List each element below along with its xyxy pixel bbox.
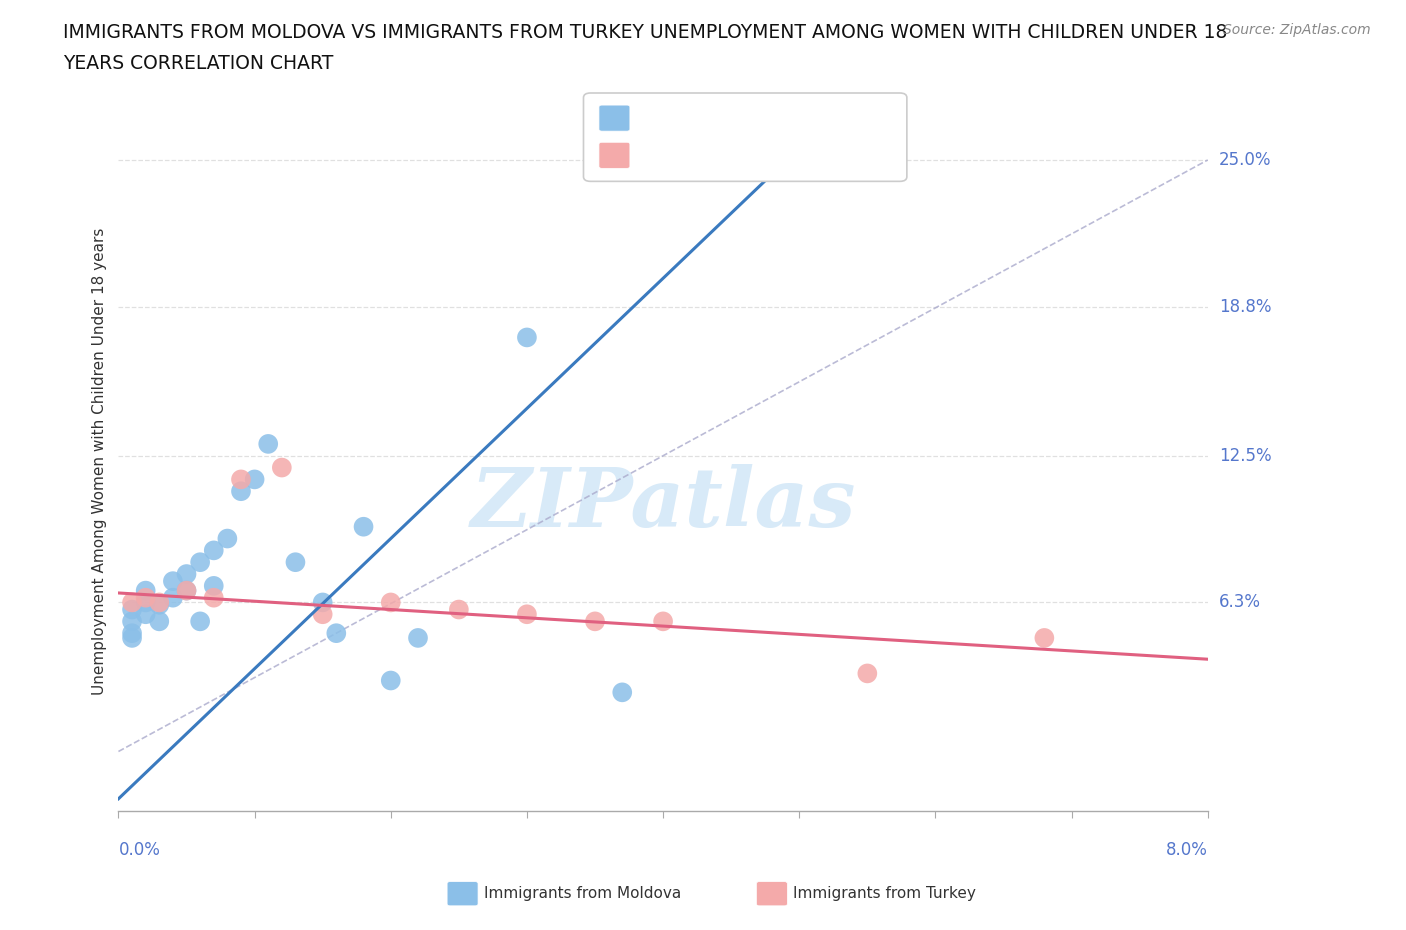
Immigrants from Turkey <box>516 606 538 621</box>
Immigrants from Turkey <box>652 614 675 629</box>
Immigrants from Turkey <box>229 472 252 486</box>
Immigrants from Moldova <box>380 673 402 688</box>
Immigrants from Moldova <box>243 472 266 486</box>
Immigrants from Moldova <box>353 519 375 534</box>
Text: R =: R = <box>636 152 669 169</box>
Immigrants from Moldova <box>148 597 170 612</box>
Immigrants from Turkey <box>447 602 470 617</box>
Immigrants from Moldova <box>121 602 143 617</box>
Immigrants from Turkey <box>135 591 157 605</box>
Immigrants from Moldova <box>188 555 211 570</box>
Immigrants from Moldova <box>325 626 347 641</box>
Immigrants from Turkey <box>121 595 143 610</box>
Immigrants from Moldova <box>406 631 429 645</box>
Immigrants from Turkey <box>148 595 170 610</box>
Immigrants from Moldova <box>162 591 184 605</box>
Text: N = 29: N = 29 <box>780 114 848 132</box>
Immigrants from Moldova <box>612 684 634 699</box>
Immigrants from Moldova <box>135 606 157 621</box>
Immigrants from Moldova <box>148 614 170 629</box>
Immigrants from Turkey <box>312 606 335 621</box>
Text: R =: R = <box>636 114 669 132</box>
Immigrants from Moldova <box>121 626 143 641</box>
Immigrants from Moldova <box>121 614 143 629</box>
Text: 6.3%: 6.3% <box>1219 593 1261 611</box>
Text: -0.094: -0.094 <box>692 152 756 169</box>
Immigrants from Turkey <box>583 614 606 629</box>
Immigrants from Moldova <box>176 583 198 598</box>
Immigrants from Moldova <box>176 566 198 581</box>
Immigrants from Turkey <box>856 666 879 681</box>
Immigrants from Turkey <box>176 583 198 598</box>
Immigrants from Moldova <box>312 595 335 610</box>
Immigrants from Moldova <box>121 631 143 645</box>
Immigrants from Moldova <box>135 583 157 598</box>
Text: 0.0%: 0.0% <box>118 842 160 859</box>
Immigrants from Turkey <box>270 460 292 475</box>
Immigrants from Moldova <box>217 531 239 546</box>
Immigrants from Moldova <box>229 484 252 498</box>
Text: Immigrants from Moldova: Immigrants from Moldova <box>484 886 681 901</box>
Immigrants from Moldova <box>516 330 538 345</box>
Immigrants from Moldova <box>257 436 280 451</box>
Immigrants from Turkey <box>380 595 402 610</box>
Text: YEARS CORRELATION CHART: YEARS CORRELATION CHART <box>63 54 333 73</box>
Text: ZIPatlas: ZIPatlas <box>471 463 856 543</box>
Text: 8.0%: 8.0% <box>1166 842 1208 859</box>
Text: 18.8%: 18.8% <box>1219 298 1271 315</box>
Immigrants from Moldova <box>188 614 211 629</box>
Text: N = 15: N = 15 <box>780 152 848 169</box>
Text: Immigrants from Turkey: Immigrants from Turkey <box>793 886 976 901</box>
Text: 25.0%: 25.0% <box>1219 151 1271 169</box>
Text: Source: ZipAtlas.com: Source: ZipAtlas.com <box>1223 23 1371 37</box>
Immigrants from Turkey <box>202 591 225 605</box>
Immigrants from Turkey <box>1033 631 1056 645</box>
Immigrants from Moldova <box>202 578 225 593</box>
Immigrants from Moldova <box>162 574 184 589</box>
Text: IMMIGRANTS FROM MOLDOVA VS IMMIGRANTS FROM TURKEY UNEMPLOYMENT AMONG WOMEN WITH : IMMIGRANTS FROM MOLDOVA VS IMMIGRANTS FR… <box>63 23 1227 42</box>
Text: 0.531: 0.531 <box>692 114 755 132</box>
Text: 12.5%: 12.5% <box>1219 446 1271 465</box>
Immigrants from Moldova <box>135 595 157 610</box>
Immigrants from Moldova <box>202 543 225 558</box>
Y-axis label: Unemployment Among Women with Children Under 18 years: Unemployment Among Women with Children U… <box>93 228 107 696</box>
Immigrants from Moldova <box>284 555 307 570</box>
